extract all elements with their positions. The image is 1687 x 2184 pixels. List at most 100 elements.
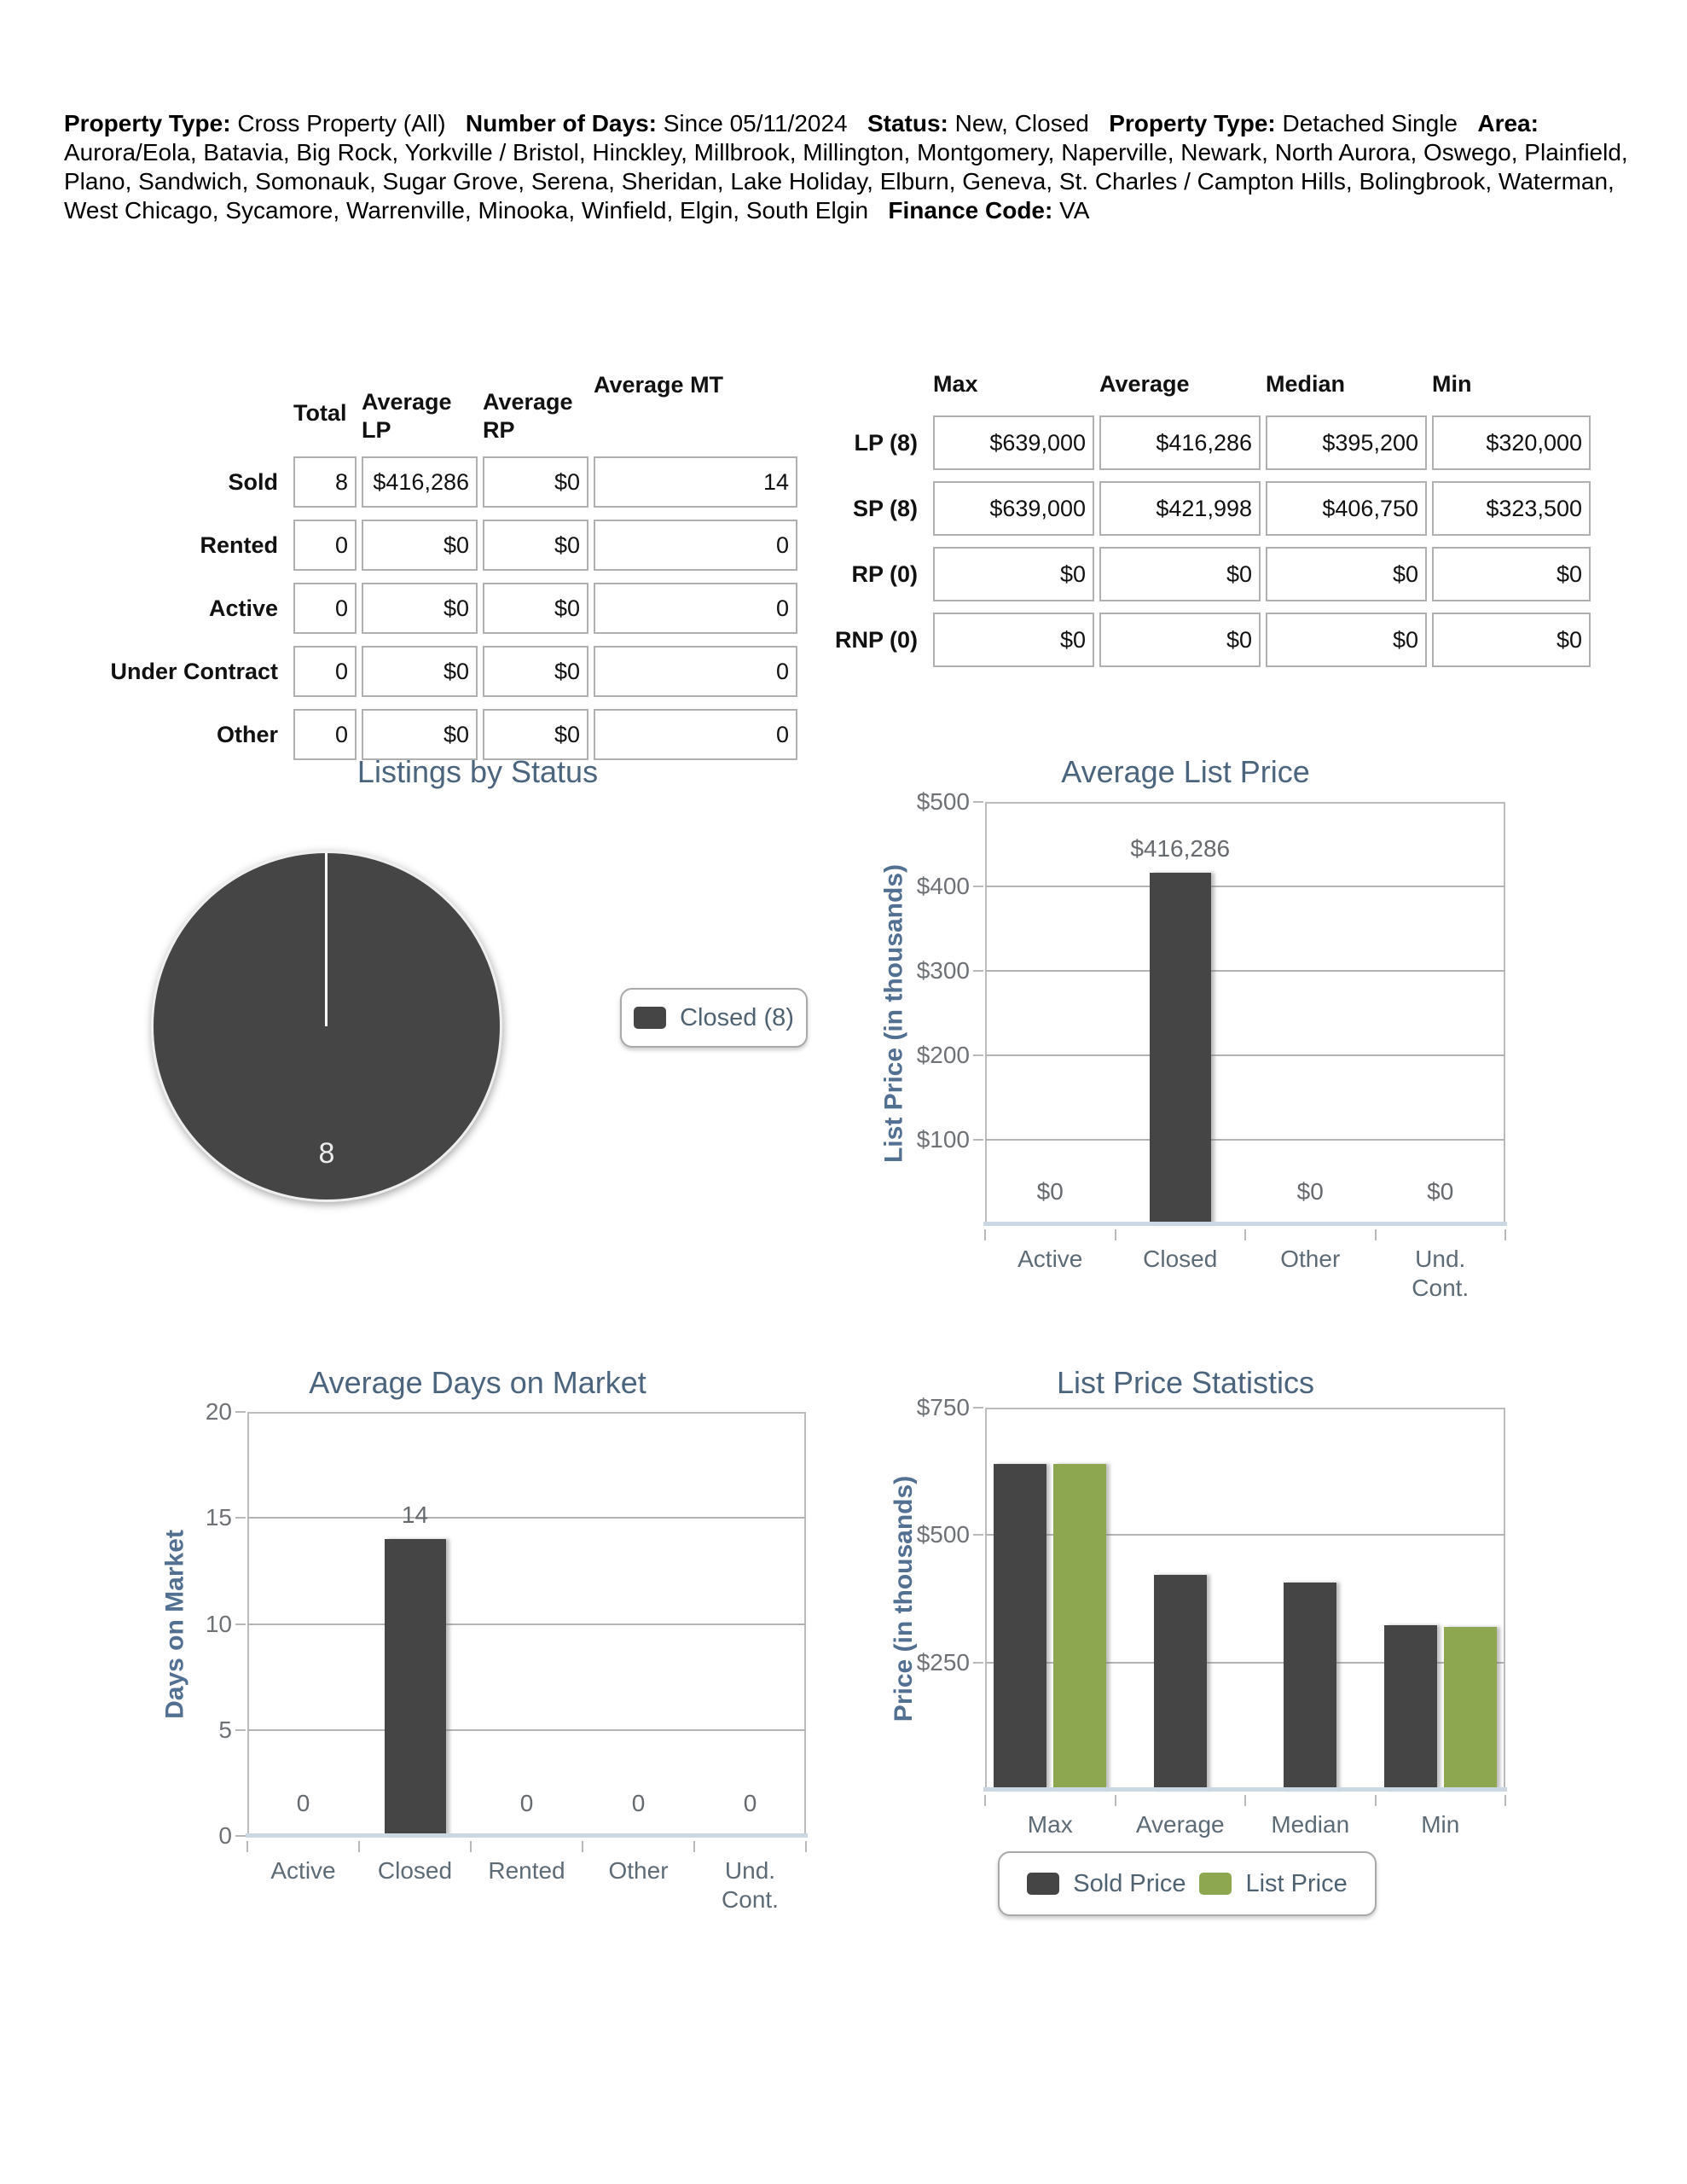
category-label-other: Other [608, 1857, 669, 1884]
x-tick-mark [246, 1841, 248, 1852]
x-tick-mark [1374, 1795, 1377, 1806]
header-value: VA [1059, 197, 1090, 224]
table-cell: 0 [293, 646, 357, 697]
table-header-cell: Average [1099, 371, 1190, 397]
gridline [985, 1661, 1505, 1664]
header-label: Area: [1477, 110, 1539, 136]
table-header-cell: Min [1432, 371, 1472, 397]
y-tick-label: 15 [205, 1504, 232, 1531]
category-label-active: Active [1017, 1246, 1083, 1272]
category-label-closed: Closed [1143, 1246, 1218, 1272]
header-label: Property Type: [64, 110, 231, 136]
table-cell: $416,286 [362, 456, 478, 508]
legend-swatch-closed [634, 1007, 667, 1029]
header-label: Property Type: [1109, 110, 1276, 136]
header-value: New, Closed [954, 110, 1089, 136]
x-axis-line [983, 1787, 1507, 1792]
value-label-active: 0 [296, 1790, 310, 1816]
bar-chart-list-price-statistics: List Price Statistics Price (in thousands… [853, 1344, 1620, 2009]
y-tick-label: $300 [916, 957, 970, 984]
header-value: Detached Single [1282, 110, 1458, 136]
report-header: Property Type: Cross Property (All) Numb… [64, 109, 1632, 225]
y-tick-label: 10 [205, 1610, 232, 1637]
table-cell: $0 [1432, 547, 1591, 601]
y-tick-mark [973, 1407, 983, 1409]
table-cell: $0 [483, 520, 588, 571]
pie-slice-divider [325, 853, 328, 1026]
pie-slice-label: 8 [318, 1137, 335, 1170]
y-tick-mark [973, 1534, 983, 1536]
table-cell: 0 [594, 709, 797, 760]
table-row-label: RP (0) [851, 561, 918, 587]
gridline [985, 970, 1505, 972]
table-row-label: Under Contract [110, 658, 278, 684]
y-tick-label: $750 [916, 1394, 970, 1420]
table-cell: $639,000 [933, 415, 1094, 470]
value-label-other: $0 [1296, 1178, 1324, 1205]
y-tick-mark [973, 1139, 983, 1141]
table-cell: $0 [1266, 547, 1427, 601]
table-cell: 0 [293, 520, 357, 571]
header-label: Number of Days: [465, 110, 657, 136]
table-cell: $323,500 [1432, 481, 1591, 536]
legend-label: Closed (8) [680, 1003, 794, 1031]
table-cell: $0 [483, 583, 588, 634]
category-label-other: Other [1280, 1246, 1341, 1272]
table-header-cell: Average MT [594, 372, 724, 398]
gridline [247, 1728, 806, 1731]
table-cell: $0 [483, 646, 588, 697]
table-row-label: Rented [200, 531, 278, 558]
x-tick-mark [984, 1229, 986, 1240]
chart-title: Average Days on Market [309, 1365, 646, 1400]
table-row-label: LP (8) [854, 429, 918, 456]
value-label-closed: $416,286 [1130, 834, 1231, 862]
table-corner [844, 370, 928, 404]
table-cell: 8 [293, 456, 357, 508]
x-tick-mark [470, 1841, 472, 1852]
table-cell: 0 [293, 709, 357, 760]
value-label-und-cont: $0 [1427, 1178, 1454, 1205]
x-tick-mark [1114, 1229, 1116, 1240]
legend-label: Sold Price [1073, 1869, 1186, 1897]
bar-closed [384, 1539, 446, 1836]
x-tick-mark [582, 1841, 583, 1852]
table-cell: 0 [594, 520, 797, 571]
y-axis-label: List Price (in thousands) [879, 863, 907, 1163]
legend: Sold Price List Price [998, 1851, 1377, 1916]
bar-min-list-price [1443, 1626, 1497, 1790]
table-header-cell: Total [293, 400, 347, 426]
table-cell: $0 [362, 646, 478, 697]
plot-area [985, 802, 1505, 1224]
header-label: Finance Code: [888, 197, 1053, 224]
pie-slice-closed: 8 [151, 851, 502, 1202]
y-tick-mark [235, 1623, 246, 1625]
y-tick-label: $400 [916, 873, 970, 899]
y-tick-mark [973, 970, 983, 972]
y-tick-mark [235, 1411, 246, 1413]
table-row-label: RNP (0) [834, 626, 918, 653]
header-value: Cross Property (All) [237, 110, 446, 136]
category-label-und-cont: Und. Cont. [1412, 1246, 1470, 1301]
table-header-cell: Max [933, 371, 978, 397]
category-label-min: Min [1421, 1811, 1460, 1838]
y-tick-mark [973, 1661, 983, 1664]
value-label-other: 0 [631, 1790, 646, 1816]
gridline [985, 1054, 1505, 1056]
table-cell: $320,000 [1432, 415, 1591, 470]
chart-title: List Price Statistics [1056, 1365, 1315, 1400]
gridline [985, 1534, 1505, 1536]
table-cell: $0 [362, 583, 478, 634]
table-header-cell: Average LP [362, 389, 452, 443]
y-axis-label: Price (in thousands) [890, 1475, 918, 1722]
bar-chart-average-days-on-market: Average Days on Market Days on Market 20 15… [64, 1344, 832, 2009]
table-cell: $0 [483, 456, 588, 508]
y-tick-label: $500 [916, 1521, 970, 1548]
table-header-cell: Average RP [483, 389, 573, 443]
table-cell: 0 [594, 646, 797, 697]
table-cell: $0 [1432, 613, 1591, 667]
table-cell: 0 [293, 583, 357, 634]
x-tick-mark [1114, 1795, 1116, 1806]
value-label-closed: 14 [401, 1502, 429, 1529]
table-cell: $0 [1099, 547, 1261, 601]
